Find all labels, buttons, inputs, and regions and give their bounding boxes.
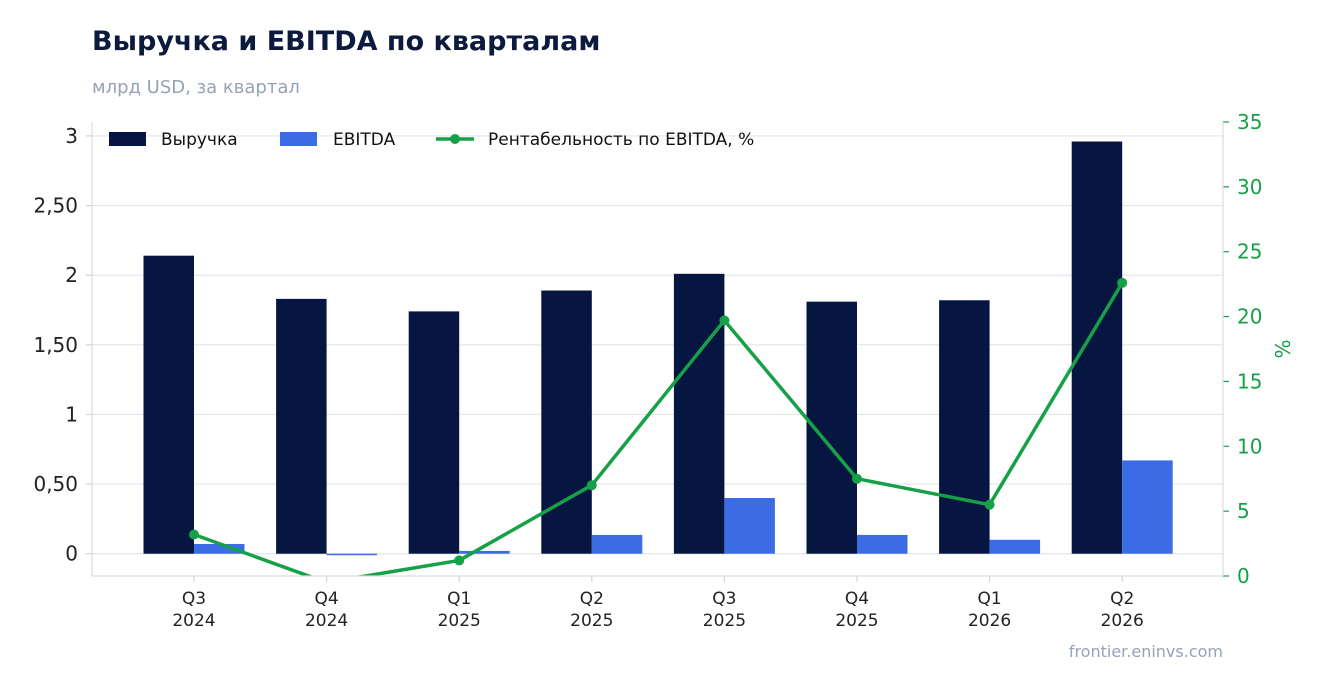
legend-marker-margin	[450, 134, 460, 144]
legend-label-margin: Рентабельность по EBITDA, %	[488, 130, 754, 150]
axes-layer: 00,5011,5022,50305101520253035%Q32024Q42…	[33, 110, 1295, 631]
bar-revenue	[939, 300, 990, 554]
bar-revenue	[541, 290, 592, 554]
y-left-tick-label: 2	[65, 263, 78, 287]
bar-revenue	[1071, 141, 1123, 554]
y-left-tick-label: 0,50	[33, 472, 78, 496]
x-tick-label-year: 2025	[835, 611, 878, 631]
y-right-tick-label: 5	[1237, 499, 1250, 523]
point-ebitda-margin	[586, 480, 597, 491]
source-label: frontier.eninvs.com	[1068, 642, 1223, 661]
x-tick-label-year: 2025	[438, 611, 481, 631]
bar-ebitda	[459, 550, 510, 554]
bar-ebitda	[989, 539, 1041, 554]
point-ebitda-margin	[1117, 277, 1128, 288]
x-tick-label-quarter: Q3	[712, 589, 736, 609]
legend: Выручка EBITDA Рентабельность по EBITDA, %	[109, 130, 754, 150]
x-tick-label-quarter: Q2	[580, 589, 604, 609]
x-tick-label-quarter: Q1	[447, 589, 471, 609]
chart-subtitle: млрд USD, за квартал	[92, 77, 300, 98]
x-tick-label-year: 2026	[1101, 611, 1144, 631]
legend-label-ebitda: EBITDA	[333, 130, 396, 150]
x-tick-label-quarter: Q4	[314, 589, 338, 609]
x-tick-label-year: 2025	[570, 611, 613, 631]
y-left-tick-label: 3	[65, 124, 78, 148]
y-right-tick-label: 25	[1237, 240, 1262, 264]
bar-ebitda	[857, 534, 908, 554]
y-left-tick-label: 0	[65, 542, 78, 566]
bar-ebitda	[591, 534, 643, 554]
x-tick-label-year: 2026	[968, 611, 1011, 631]
y-right-tick-label: 20	[1237, 305, 1262, 329]
bar-ebitda	[724, 498, 775, 554]
bar-ebitda	[194, 543, 245, 554]
bar-revenue	[408, 311, 460, 554]
legend-swatch-ebitda	[280, 132, 317, 146]
y-right-tick-label: 35	[1237, 110, 1262, 134]
y-right-tick-label: 0	[1237, 564, 1250, 588]
bar-revenue	[143, 255, 194, 554]
bar-ebitda	[326, 553, 378, 556]
bar-revenue	[276, 298, 327, 554]
y-left-tick-label: 1,50	[33, 333, 78, 357]
x-tick-label-quarter: Q1	[977, 589, 1001, 609]
y-left-tick-label: 1	[65, 402, 78, 426]
x-tick-label-quarter: Q2	[1110, 589, 1134, 609]
chart-title: Выручка и EBITDA по кварталам	[92, 26, 601, 57]
y-right-axis-label: %	[1271, 339, 1295, 358]
point-ebitda-margin	[454, 555, 465, 566]
x-tick-label-year: 2024	[172, 611, 215, 631]
grid-layer	[92, 135, 1223, 555]
legend-label-revenue: Выручка	[161, 130, 238, 150]
point-ebitda-margin	[852, 473, 862, 484]
bars-layer	[143, 141, 1173, 556]
y-right-tick-label: 30	[1237, 175, 1262, 199]
y-left-tick-label: 2,50	[33, 194, 78, 218]
line-ebitda-margin	[193, 281, 1124, 576]
y-right-tick-label: 10	[1237, 434, 1262, 458]
x-tick-label-year: 2024	[305, 611, 348, 631]
point-ebitda-margin	[719, 315, 730, 326]
bar-revenue	[673, 273, 725, 554]
legend-swatch-revenue	[109, 132, 146, 146]
x-tick-label-quarter: Q4	[845, 589, 869, 609]
bar-ebitda	[1122, 460, 1173, 554]
point-ebitda-margin	[984, 499, 995, 510]
point-ebitda-margin	[189, 529, 199, 540]
x-tick-label-year: 2025	[703, 611, 746, 631]
y-right-tick-label: 15	[1237, 369, 1262, 393]
x-tick-label-quarter: Q3	[182, 589, 206, 609]
line-layer	[189, 277, 1128, 576]
